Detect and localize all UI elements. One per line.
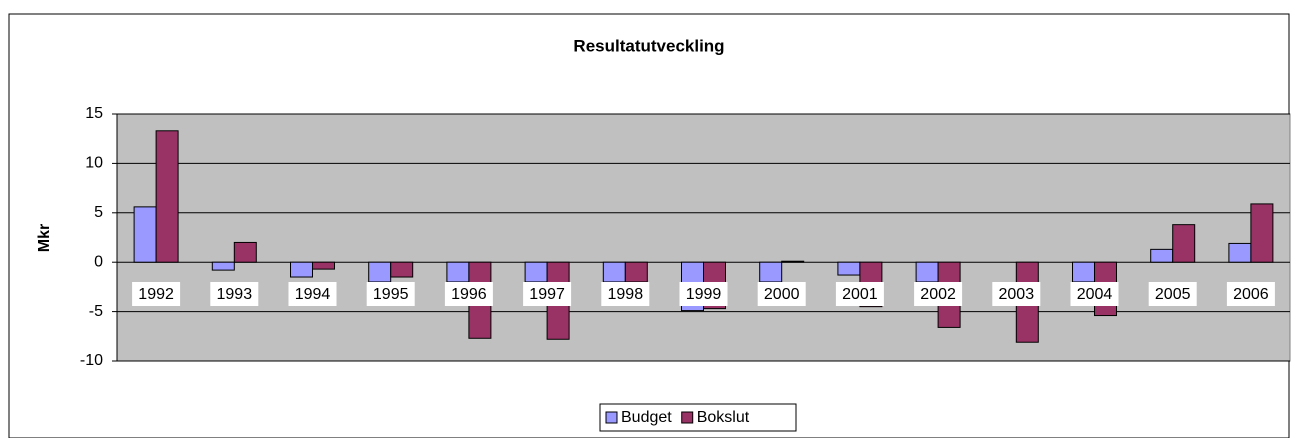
y-tick-label: -10 <box>80 352 103 369</box>
x-tick-label: 2004 <box>1077 286 1113 303</box>
bar <box>211 261 235 271</box>
x-tick-label: 2001 <box>842 286 878 303</box>
bar <box>290 261 313 278</box>
x-label-box <box>366 282 415 306</box>
bar <box>602 261 626 283</box>
bar <box>446 261 470 283</box>
y-tick-label: 15 <box>85 105 103 122</box>
x-label-box <box>210 282 259 306</box>
x-tick-label: 1998 <box>608 286 644 303</box>
x-tick-label: 1993 <box>217 286 253 303</box>
x-tick-label: 2005 <box>1155 286 1191 303</box>
x-label-box <box>1070 282 1119 306</box>
x-tick-label: 1999 <box>686 286 722 303</box>
x-label-box <box>992 282 1041 306</box>
bar <box>781 260 805 263</box>
bar <box>1228 242 1252 263</box>
bar <box>524 261 548 283</box>
legend-swatch <box>681 411 694 424</box>
x-label-box <box>1226 282 1275 306</box>
x-label-box <box>523 282 572 306</box>
x-tick-label: 1995 <box>373 286 409 303</box>
chart-title: Resultatutveckling <box>573 36 724 55</box>
bar <box>233 241 257 263</box>
bar <box>155 130 179 263</box>
bar <box>759 261 783 283</box>
bar <box>915 261 939 283</box>
x-tick-label: 2000 <box>764 286 800 303</box>
x-label-box <box>835 282 884 306</box>
x-tick-label: 1997 <box>529 286 565 303</box>
legend-swatch <box>605 411 618 424</box>
bar <box>133 206 157 263</box>
bar <box>624 261 648 283</box>
x-tick-label: 2006 <box>1233 286 1269 303</box>
bar <box>1150 248 1174 263</box>
x-tick-label: 1992 <box>138 286 174 303</box>
y-tick-label: 0 <box>94 253 103 270</box>
legend-label: Budget <box>621 409 672 426</box>
x-label-box <box>1148 282 1197 306</box>
legend-box <box>599 403 797 432</box>
x-label-box <box>914 282 963 306</box>
x-label-box <box>288 282 337 306</box>
x-label-box <box>757 282 806 306</box>
y-axis-label: Mkr <box>36 224 53 252</box>
y-tick-label: 10 <box>85 155 103 172</box>
x-tick-label: 1996 <box>451 286 487 303</box>
bar <box>312 261 335 270</box>
bar <box>837 261 861 276</box>
x-label-box <box>132 282 181 306</box>
x-label-box <box>444 282 493 306</box>
x-tick-label: 2002 <box>920 286 956 303</box>
x-tick-label: 1994 <box>295 286 331 303</box>
bar <box>1250 203 1274 263</box>
y-tick-label: 5 <box>94 204 103 221</box>
x-label-box <box>601 282 650 306</box>
bar <box>368 261 392 283</box>
x-label-box <box>679 282 728 306</box>
bar <box>390 261 414 278</box>
bar <box>1172 224 1196 263</box>
bar <box>1072 261 1095 283</box>
legend-label: Bokslut <box>697 409 750 426</box>
y-tick-label: -5 <box>89 303 103 320</box>
x-tick-label: 2003 <box>999 286 1035 303</box>
plot-area <box>116 113 1291 362</box>
